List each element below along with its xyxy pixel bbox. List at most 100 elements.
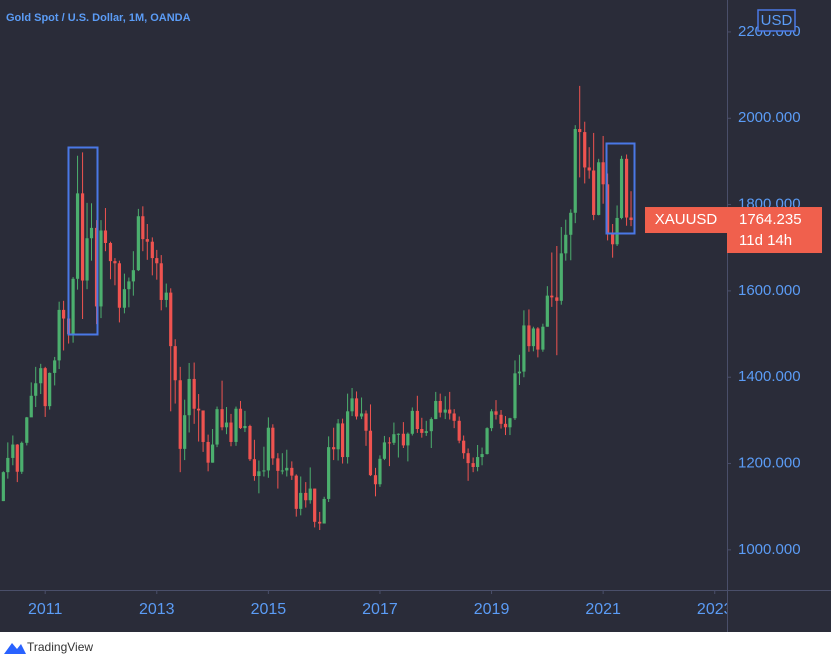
candle-body xyxy=(410,410,414,434)
x-tick-label: 2013 xyxy=(139,601,175,618)
candle-body xyxy=(368,430,373,476)
candle-body xyxy=(508,418,512,428)
candle-body xyxy=(34,383,38,396)
candle-body xyxy=(452,413,456,421)
candle-body xyxy=(606,184,610,234)
symbol-label: XAUUSD xyxy=(655,211,718,228)
candle-body xyxy=(420,429,424,433)
candle-body xyxy=(164,292,168,300)
candle-body xyxy=(336,423,340,450)
candle-body xyxy=(555,297,559,301)
candle-body xyxy=(587,167,591,171)
candle-body xyxy=(11,444,15,458)
candle-body xyxy=(350,398,354,412)
candle-body xyxy=(327,447,331,499)
candle-body xyxy=(248,425,252,460)
candle-body xyxy=(131,270,135,282)
candle-body xyxy=(573,129,577,213)
candle-body xyxy=(48,372,52,407)
candle-body xyxy=(583,132,587,168)
candle-body xyxy=(215,409,219,445)
candle-body xyxy=(71,278,75,335)
candle-body xyxy=(499,414,503,424)
candle-body xyxy=(471,463,475,467)
y-tick-label: 1400.000 xyxy=(738,368,801,385)
candle-body xyxy=(145,239,149,242)
candle-body xyxy=(406,433,410,446)
currency-label: USD xyxy=(761,12,793,29)
candle-body xyxy=(299,492,303,509)
plot: 2011 2013 2015 2017 2019 2021 2023 xyxy=(1,85,727,618)
candle-body xyxy=(285,467,289,471)
candle-body xyxy=(559,253,563,301)
candle-body xyxy=(201,410,205,442)
candle-body xyxy=(601,162,605,185)
candle-body xyxy=(480,454,484,458)
candle-body xyxy=(57,309,61,361)
candle-body xyxy=(234,408,238,442)
y-tick-label: 1000.000 xyxy=(738,541,801,558)
candle-body xyxy=(280,470,284,472)
candle-body xyxy=(322,498,326,524)
y-tick-label: 1200.000 xyxy=(738,455,801,472)
candle-body xyxy=(503,423,508,428)
candle-body xyxy=(62,309,66,319)
candle-body xyxy=(220,409,224,428)
symbol-label-box xyxy=(645,207,727,234)
candle-body xyxy=(257,471,261,477)
candle-body xyxy=(252,459,257,477)
y-tick-label: 2000.000 xyxy=(738,109,801,126)
brand-logo xyxy=(4,643,26,654)
candle-body xyxy=(15,444,19,472)
candle-body xyxy=(192,378,196,409)
candle-body xyxy=(178,380,182,449)
chart-background xyxy=(0,0,831,632)
candle-body xyxy=(103,230,108,243)
candle-body xyxy=(39,368,43,384)
candle-body xyxy=(127,281,131,290)
candle-body xyxy=(276,458,280,471)
candle-body xyxy=(210,444,215,463)
candle-body xyxy=(359,413,364,417)
candle-body xyxy=(536,328,540,350)
axes: 1000.0001200.0001400.0001600.0001800.000… xyxy=(727,23,801,558)
candle-body xyxy=(396,433,400,435)
candle-body xyxy=(75,193,80,279)
candle-body xyxy=(1,472,5,502)
countdown-label: 11d 14h xyxy=(739,232,792,249)
x-tick-label: 2015 xyxy=(251,601,287,618)
candle-body xyxy=(266,427,270,471)
candle-body xyxy=(531,328,535,347)
candle-body xyxy=(429,419,433,432)
candle-body xyxy=(224,422,229,428)
y-tick-label: 1600.000 xyxy=(738,282,801,299)
candle-body xyxy=(475,457,480,467)
candle-body xyxy=(378,458,382,485)
candle-body xyxy=(85,238,89,281)
candle-body xyxy=(229,422,233,442)
candle-body xyxy=(489,411,494,429)
candle-body xyxy=(80,193,85,281)
price-label-box xyxy=(727,207,822,254)
candle-body xyxy=(173,346,177,381)
candle-body xyxy=(6,457,10,473)
candle-body xyxy=(313,488,317,522)
candle-body xyxy=(615,217,619,245)
candle-body xyxy=(373,475,378,485)
candle-body xyxy=(550,295,554,298)
candle-body xyxy=(159,263,163,300)
logo-shape xyxy=(4,643,26,654)
candle-body xyxy=(29,395,33,418)
candle-body xyxy=(448,409,452,414)
candle-body xyxy=(387,442,392,444)
annotation-box xyxy=(67,146,99,336)
price-label: 1764.235 xyxy=(739,211,802,228)
x-tick-label: 2017 xyxy=(362,601,398,618)
candle-body xyxy=(183,415,187,449)
x-tick-label: 2021 xyxy=(585,601,621,618)
candle-body xyxy=(401,433,405,446)
candle-body xyxy=(466,453,470,464)
candle-body xyxy=(392,434,396,443)
candle-body xyxy=(564,234,568,254)
